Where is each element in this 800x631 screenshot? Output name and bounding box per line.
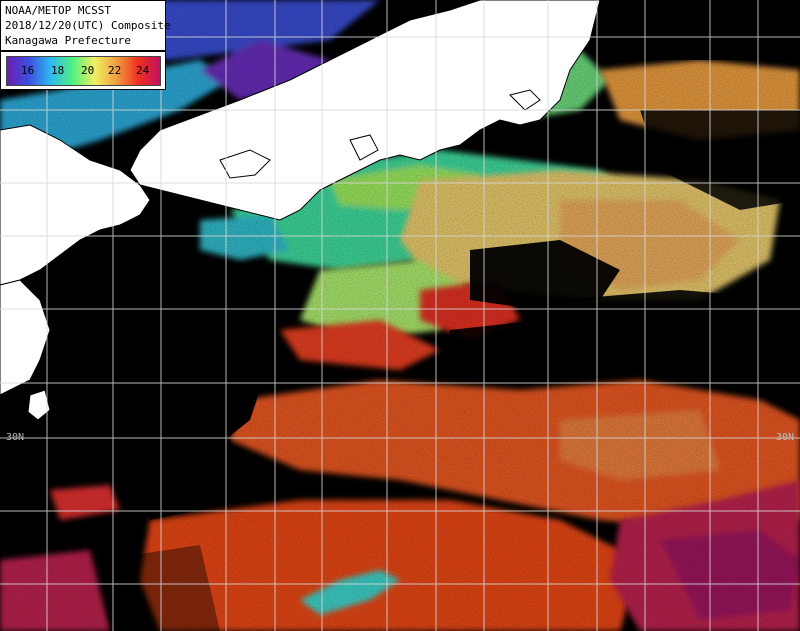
lat-label-right: 30N: [776, 432, 795, 443]
region-line: Kanagawa Prefecture: [5, 34, 131, 47]
info-box: NOAA/METOP MCSST 2018/12/20(UTC) Composi…: [0, 0, 171, 51]
legend-tick-22: 22: [108, 64, 122, 77]
legend-tick-16: 16: [21, 64, 35, 77]
lat-label-left: 30N: [6, 432, 25, 443]
date-line: 2018/12/20(UTC) Composite: [5, 19, 171, 32]
product-title: NOAA/METOP MCSST: [5, 4, 111, 17]
color-scale-bar: [6, 56, 161, 86]
legend-tick-20: 20: [81, 64, 95, 77]
temperature-legend: 16 18 20 22 24: [0, 51, 166, 90]
legend-tick-18: 18: [51, 64, 65, 77]
legend-tick-24: 24: [136, 64, 150, 77]
